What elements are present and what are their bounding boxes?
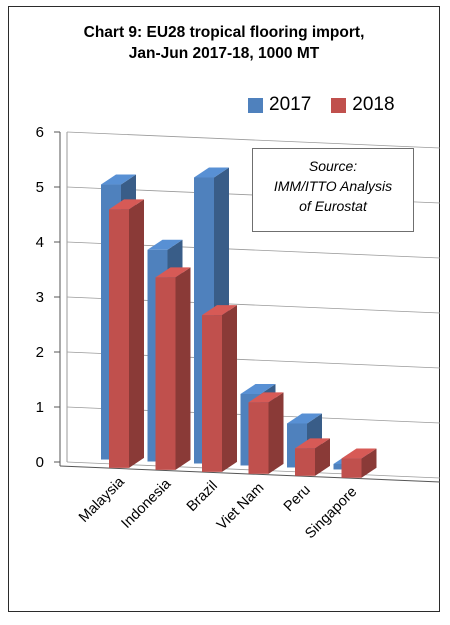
bar-2018-front: [202, 315, 222, 472]
bar-2018-front: [155, 277, 176, 470]
x-tick-label: Indonesia: [119, 475, 175, 531]
y-tick-label: 6: [36, 124, 44, 141]
chart-title: Chart 9: EU28 tropical flooring import, …: [8, 22, 440, 64]
legend-swatch-2018: [331, 97, 347, 113]
bar-2018-top: [295, 438, 330, 449]
bar-2018-top: [109, 199, 144, 210]
bar-2018-side: [129, 199, 144, 468]
y-tick-label: 0: [36, 454, 44, 471]
bar-2017-top: [240, 383, 276, 394]
x-tick-label: Viet Nam: [214, 480, 267, 533]
y-tick-label: 1: [36, 399, 44, 416]
bar-2017-top: [287, 413, 322, 424]
y-tick-label: 5: [36, 179, 44, 196]
bar-2018-front: [295, 448, 315, 476]
bar-2018-side: [175, 267, 191, 470]
bar-2018-front: [248, 402, 269, 474]
bar-2018-front: [109, 209, 129, 468]
y-tick-label: 3: [36, 289, 44, 306]
legend: 2017 2018: [248, 94, 415, 116]
legend-swatch-2017: [248, 97, 263, 113]
source-line-2: IMM/ITTO Analysis: [273, 178, 393, 194]
legend-label-2018: 2018: [352, 94, 395, 115]
bar-2018-top: [155, 267, 191, 278]
source-line-1: Source:: [308, 158, 358, 174]
chart-title-line-2: Jan-Jun 2017-18, 1000 MT: [128, 45, 320, 62]
bar-2018-side: [315, 438, 330, 476]
legend-label-2017: 2017: [269, 94, 312, 115]
legend-item-2018: 2018: [331, 94, 395, 116]
bar-2018-top: [248, 392, 284, 403]
bar-2017-top: [101, 174, 136, 185]
gridline: [66, 131, 441, 149]
bar-2018-top: [202, 305, 237, 316]
bar-2017-top: [147, 239, 183, 250]
source-note: Source: IMM/ITTO Analysis of Eurostat: [252, 148, 414, 232]
y-tick-label: 2: [36, 344, 44, 361]
bar-2018-top: [341, 448, 377, 459]
bar-2018-side: [222, 305, 237, 472]
bar-2018-side: [268, 392, 284, 474]
legend-item-2017: 2017: [248, 94, 311, 116]
x-tick-label: Peru: [281, 482, 314, 515]
y-tick-label: 4: [36, 234, 44, 251]
bar-2018-front: [341, 458, 362, 478]
bar-2017-top: [194, 167, 229, 178]
x-axis-line: [59, 465, 441, 483]
bar-2018-side: [361, 448, 377, 478]
x-tick-label: Brazil: [184, 478, 221, 515]
source-line-3: of Eurostat: [299, 198, 367, 214]
chart-title-line-1: Chart 9: EU28 tropical flooring import,: [83, 24, 365, 41]
